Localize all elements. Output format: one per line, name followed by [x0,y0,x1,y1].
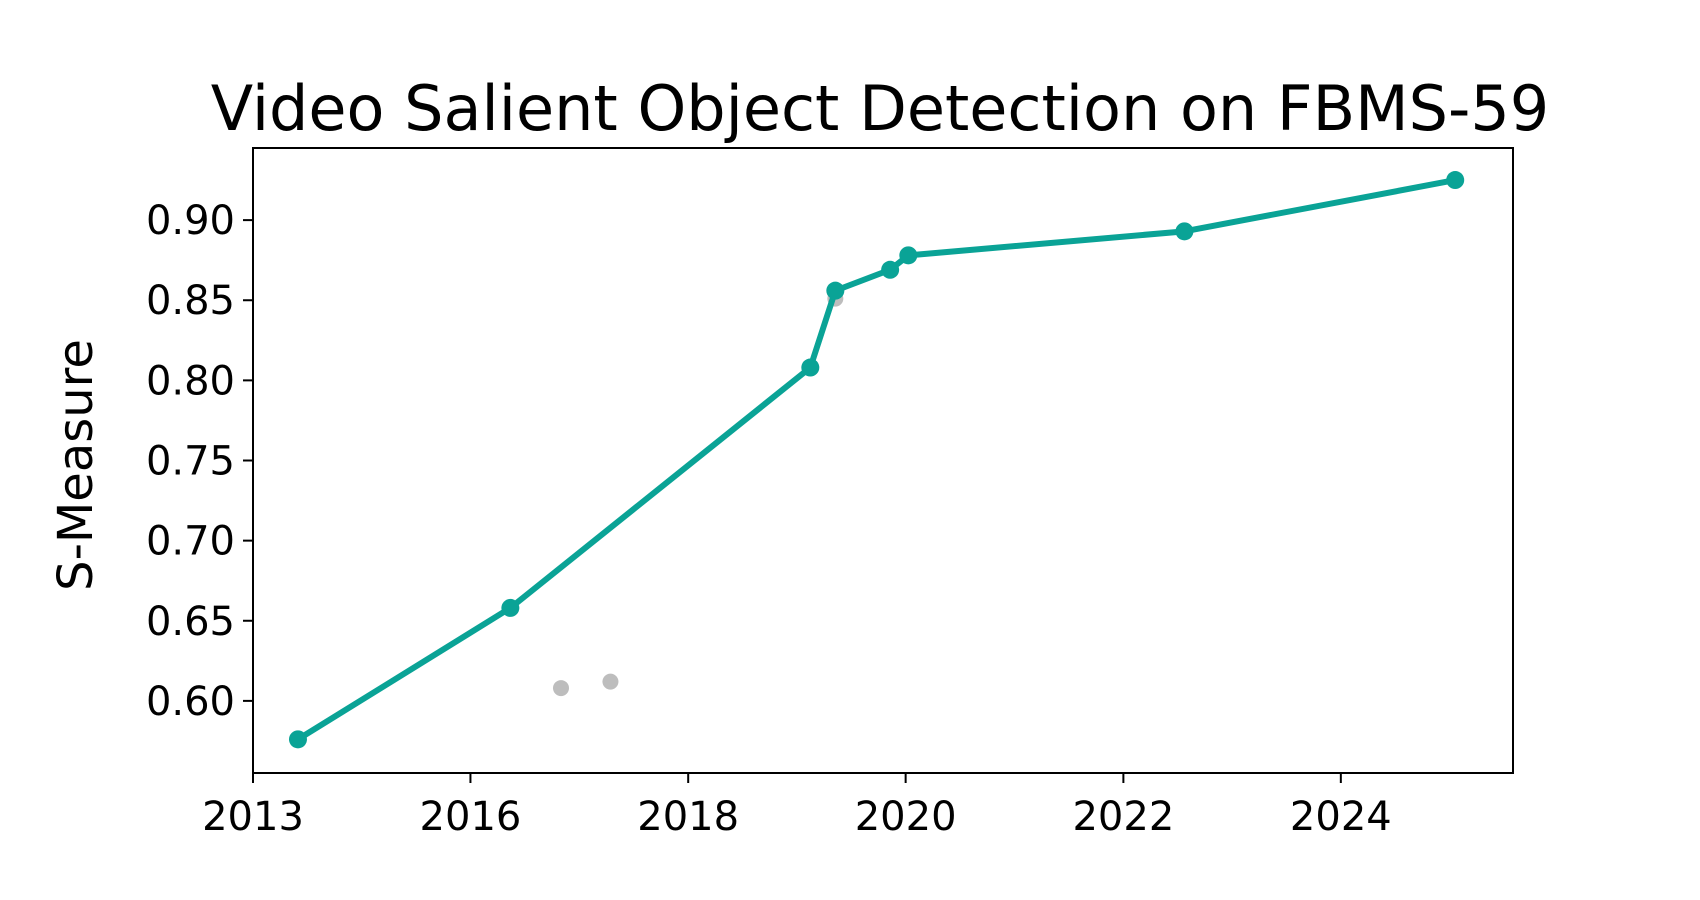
best-point [826,281,845,300]
best-point [881,260,900,279]
x-tick-label: 2018 [637,794,739,840]
best-point [288,730,307,749]
best-point [501,598,520,617]
other-point [602,673,619,690]
x-tick-label: 2013 [202,794,304,840]
best-series-line [296,177,1456,742]
y-tick-label: 0.75 [146,439,235,485]
x-tick-label: 2020 [855,794,957,840]
other-point [553,680,569,697]
best-point [899,246,918,265]
y-tick-label: 0.60 [146,679,235,725]
y-tick-label: 0.85 [146,278,235,324]
y-tick-label: 0.65 [146,599,235,645]
chart-title: Video Salient Object Detection on FBMS-5… [211,72,1549,145]
plot-area [252,147,1514,774]
y-axis-label: S-Measure [48,339,104,591]
axis-ticks: 2013 2016 2018 2020 2022 2024 0.60 0.65 0.70 0.75… [146,198,1392,840]
y-tick-label: 0.70 [146,519,235,565]
x-tick-label: 2016 [420,794,522,840]
best-point [1175,222,1194,241]
x-tick-label: 2022 [1072,794,1174,840]
y-tick-label: 0.90 [146,198,235,244]
best-point [801,358,820,377]
y-tick-label: 0.80 [146,358,235,404]
data-marks [288,171,1465,749]
best-point [1446,171,1465,190]
x-tick-label: 2024 [1290,794,1392,840]
plot-frame [252,147,1514,774]
